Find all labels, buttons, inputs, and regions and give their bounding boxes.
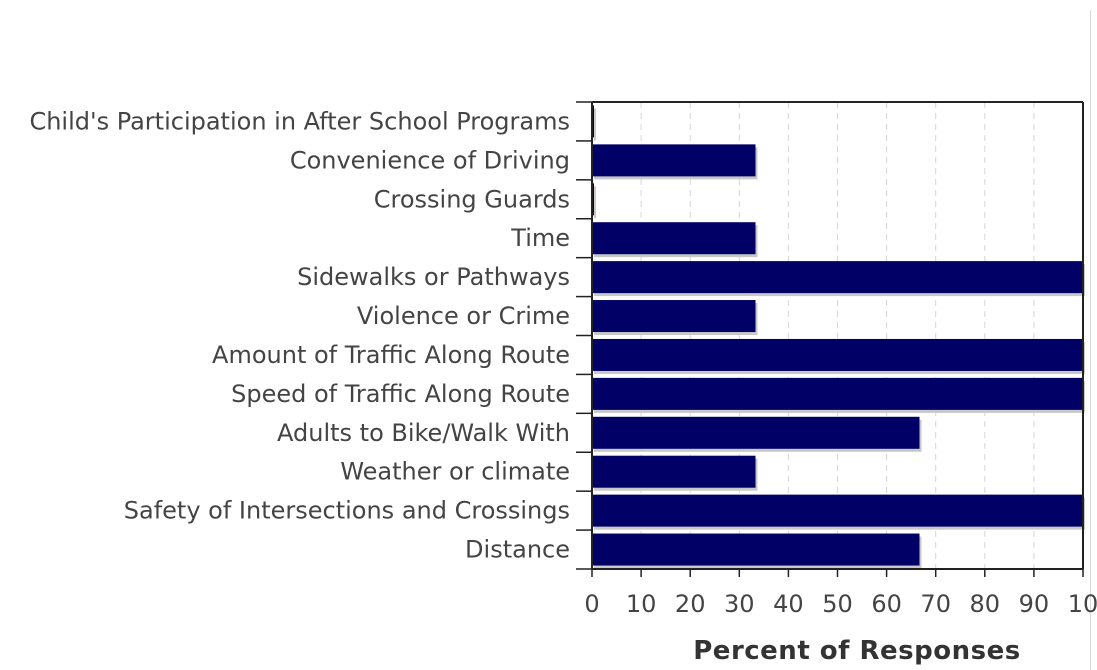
x-tick-label: 40	[773, 590, 804, 618]
category-label: Convenience of Driving	[290, 146, 570, 174]
bar	[592, 494, 1083, 527]
bar	[592, 533, 920, 566]
bar-shadow	[594, 108, 596, 141]
x-tick-label: 50	[822, 590, 853, 618]
category-label: Sidewalks or Pathways	[297, 263, 570, 291]
category-label: Adults to Bike/Walk With	[277, 419, 570, 447]
x-tick-label: 20	[675, 590, 706, 618]
label-layer: 0 10 20 30 40 50 60 70 80 90 10 Child's Participati…	[29, 107, 1097, 618]
x-tick-label: 90	[1019, 590, 1050, 618]
x-tick-label: 70	[920, 590, 951, 618]
category-label: Crossing Guards	[374, 185, 570, 213]
x-tick-label: 80	[970, 590, 1001, 618]
axis-layer	[576, 101, 1084, 577]
category-label: Child's Participation in After School Pr…	[29, 107, 570, 135]
bar-layer	[592, 105, 1085, 569]
category-label: Amount of Traffic Along Route	[212, 341, 570, 369]
right-divider	[1090, 10, 1091, 670]
bar	[592, 222, 756, 255]
bar	[592, 416, 920, 449]
x-tick-label: 60	[871, 590, 902, 618]
x-tick-label: 0	[584, 590, 599, 618]
category-label: Distance	[465, 536, 570, 564]
bar	[592, 338, 1083, 371]
bar	[592, 455, 756, 488]
category-label: Safety of Intersections and Crossings	[124, 497, 570, 525]
x-tick-label: 30	[724, 590, 755, 618]
bar	[592, 300, 756, 333]
bar	[592, 144, 756, 177]
grid-layer	[640, 102, 1035, 569]
category-label: Violence or Crime	[357, 302, 570, 330]
category-label: Speed of Traffic Along Route	[231, 380, 570, 408]
x-tick-label: 10	[626, 590, 657, 618]
category-label: Time	[510, 224, 570, 252]
x-axis-title: Percent of Responses	[693, 636, 1020, 666]
category-label: Weather or climate	[340, 458, 570, 486]
bar-shadow	[594, 186, 596, 219]
bar	[592, 377, 1083, 410]
x-tick-label: 10	[1068, 590, 1097, 618]
bar	[592, 261, 1083, 294]
